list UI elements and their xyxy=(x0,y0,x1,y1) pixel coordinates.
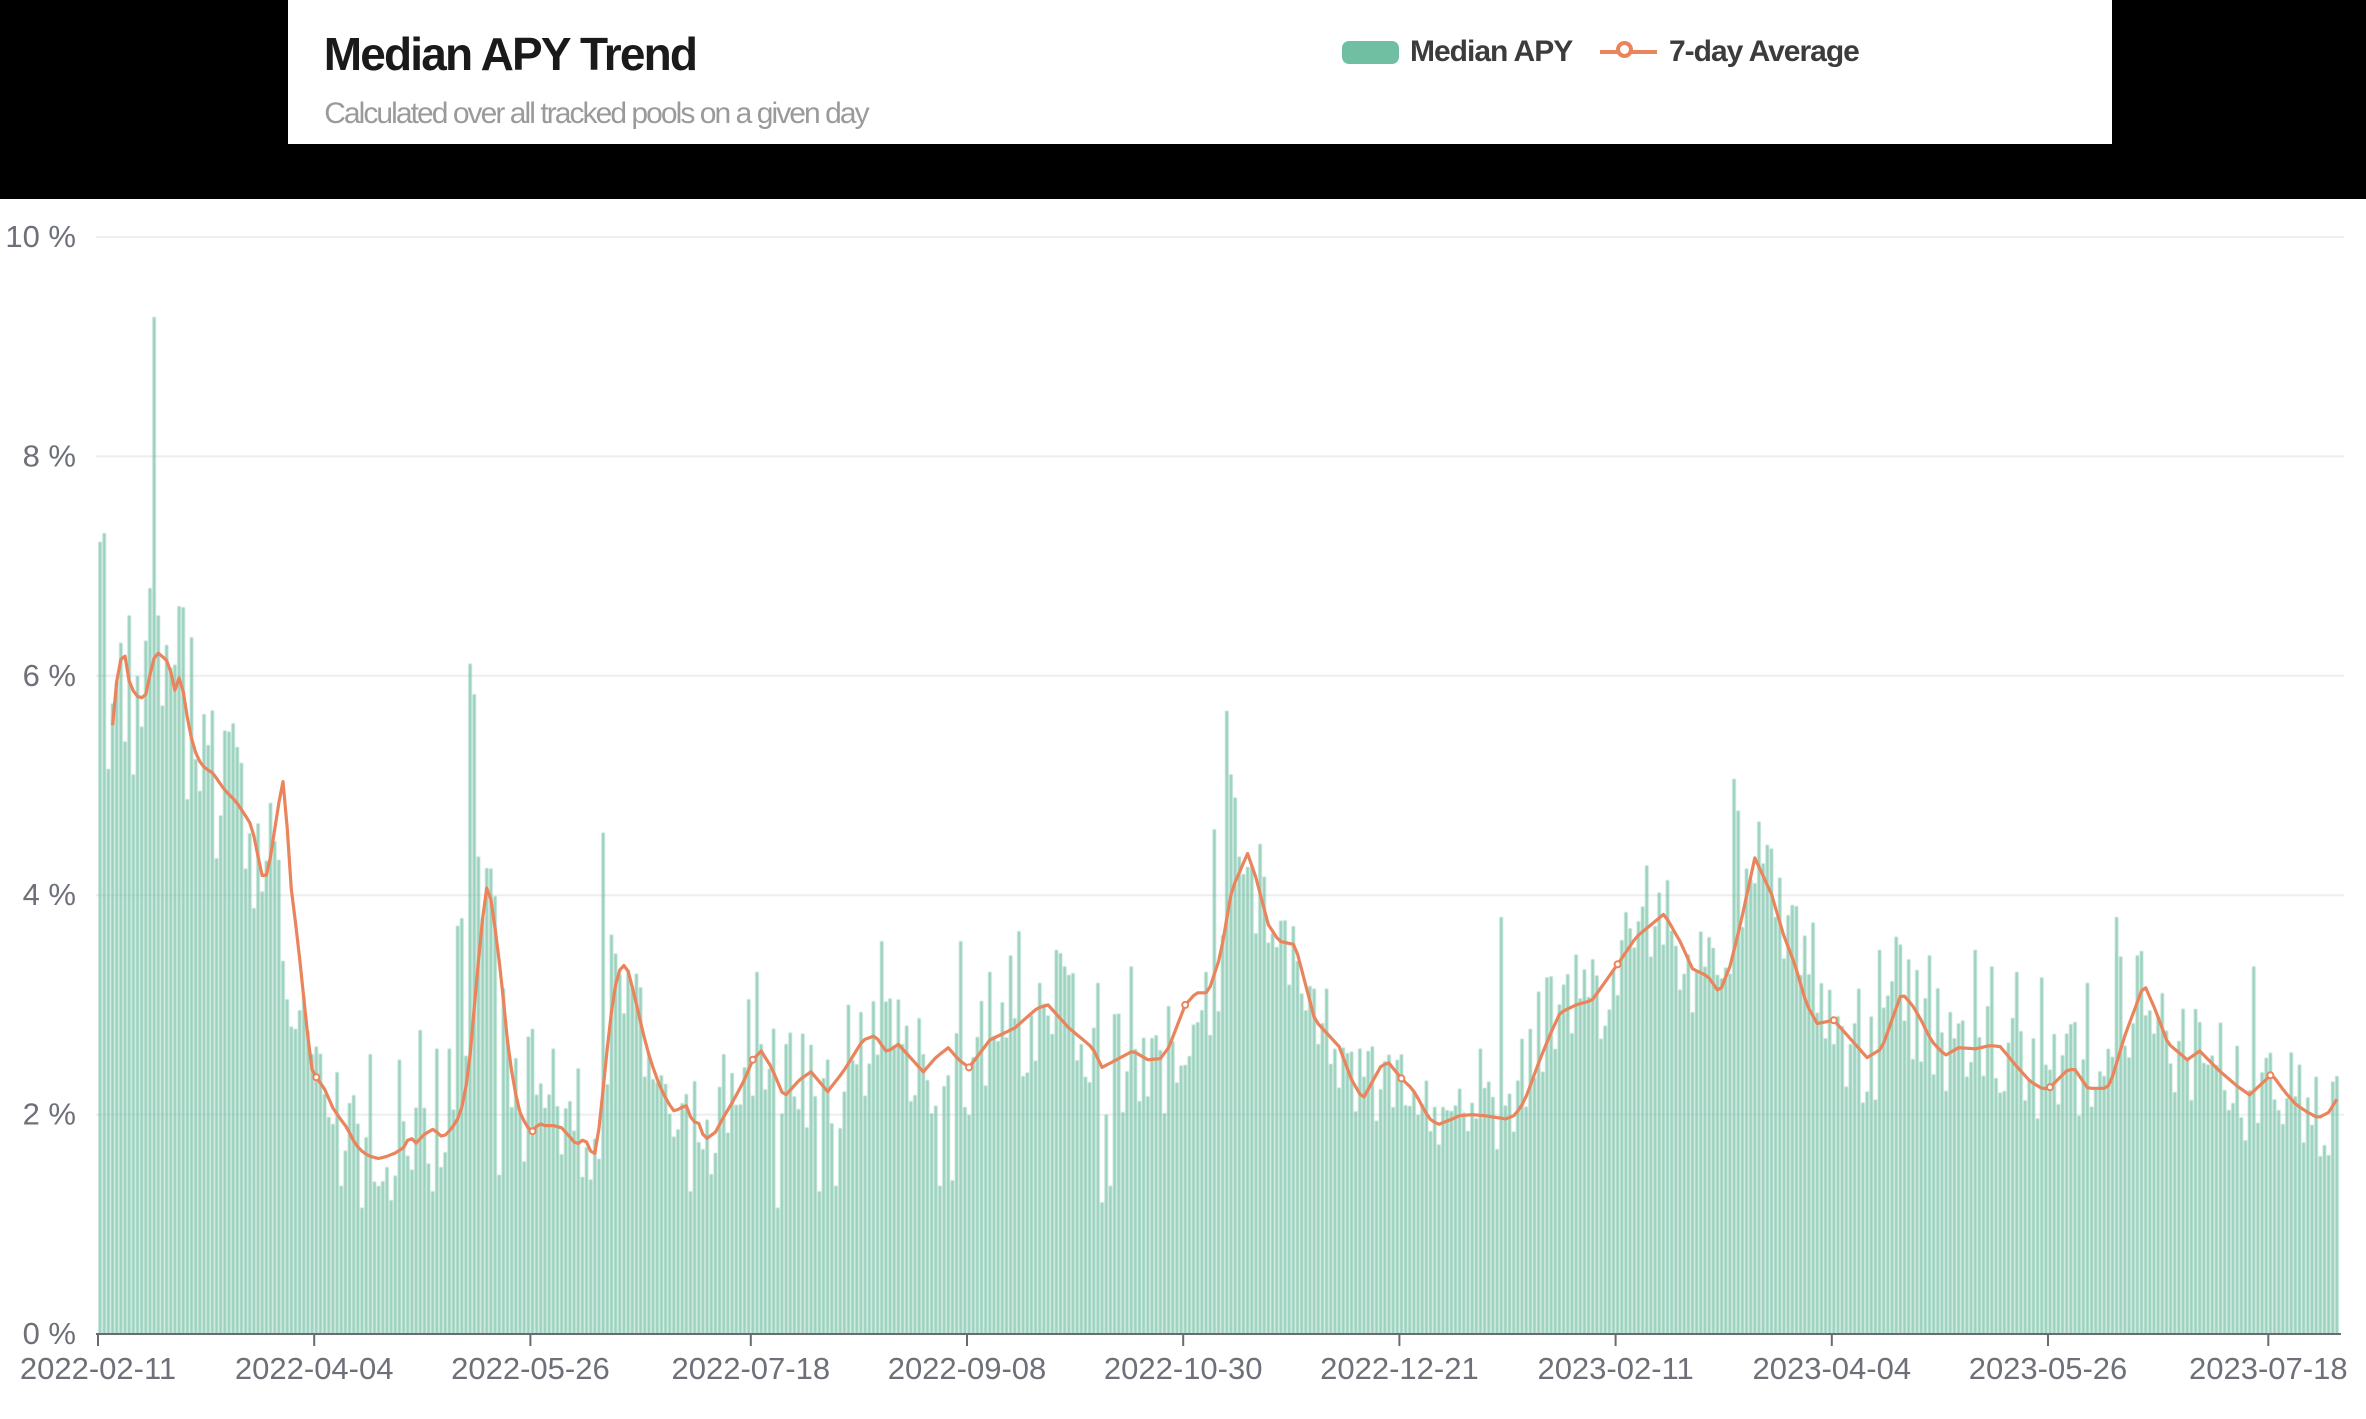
svg-text:2 %: 2 % xyxy=(23,1097,76,1132)
svg-text:0 %: 0 % xyxy=(23,1316,76,1351)
svg-text:6 %: 6 % xyxy=(23,658,76,693)
svg-text:2023-04-04: 2023-04-04 xyxy=(1753,1351,1912,1386)
svg-text:2022-05-26: 2022-05-26 xyxy=(451,1351,610,1386)
svg-text:2023-02-11: 2023-02-11 xyxy=(1537,1351,1693,1386)
svg-text:2022-09-08: 2022-09-08 xyxy=(888,1351,1047,1386)
svg-text:2023-05-26: 2023-05-26 xyxy=(1969,1351,2128,1386)
svg-text:2022-10-30: 2022-10-30 xyxy=(1104,1351,1263,1386)
svg-text:2022-04-04: 2022-04-04 xyxy=(235,1351,394,1386)
svg-text:2023-07-18: 2023-07-18 xyxy=(2189,1351,2348,1386)
svg-text:2022-02-11: 2022-02-11 xyxy=(20,1351,176,1386)
svg-text:10 %: 10 % xyxy=(5,219,76,254)
svg-text:2022-07-18: 2022-07-18 xyxy=(672,1351,831,1386)
svg-text:2022-12-21: 2022-12-21 xyxy=(1320,1351,1479,1386)
svg-text:8 %: 8 % xyxy=(23,438,76,473)
svg-text:4 %: 4 % xyxy=(23,877,76,912)
